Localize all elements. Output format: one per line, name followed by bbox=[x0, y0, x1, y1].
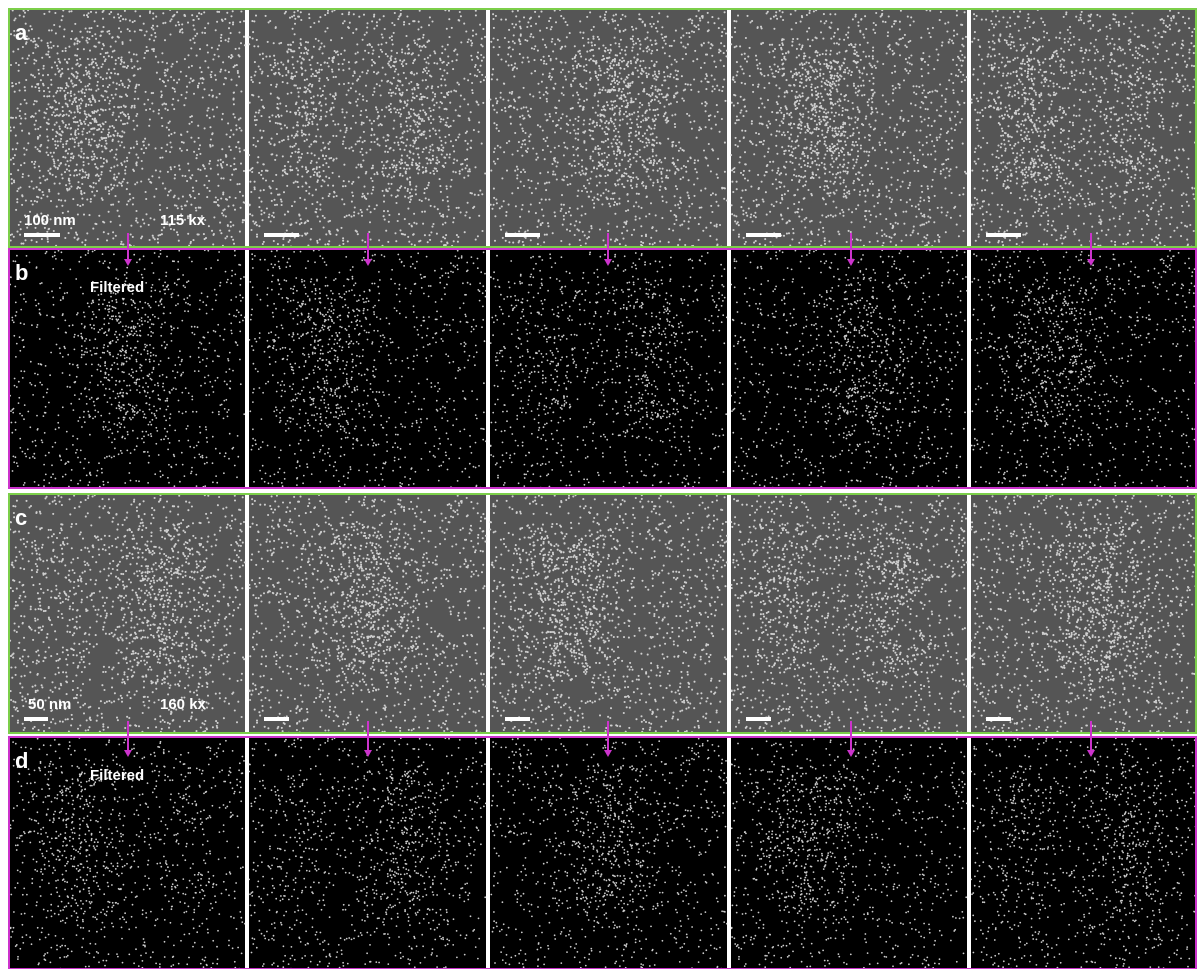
scale-bar bbox=[986, 233, 1021, 237]
panel-label: a bbox=[15, 20, 28, 45]
scale-bar bbox=[264, 717, 289, 721]
scale-bar bbox=[24, 233, 60, 237]
figure: a 100 nm 115 kx b Filtered c 50 nm 160 kx d Filte… bbox=[0, 0, 1197, 969]
filter-note: Filtered bbox=[90, 279, 144, 296]
scale-bar bbox=[264, 233, 299, 237]
filter-note: Filtered bbox=[90, 767, 144, 784]
scale-bar bbox=[505, 717, 530, 721]
magnification: 115 kx bbox=[160, 212, 206, 229]
magnification: 160 kx bbox=[160, 696, 207, 713]
scale-bar-label: 50 nm bbox=[28, 696, 71, 713]
scale-bar bbox=[986, 717, 1011, 721]
scale-bar-label: 100 nm bbox=[24, 212, 76, 229]
panel-label: d bbox=[15, 748, 28, 773]
scale-bar bbox=[746, 717, 771, 721]
panel-label: c bbox=[15, 505, 27, 530]
scale-bar bbox=[24, 717, 48, 721]
scale-bar bbox=[505, 233, 540, 237]
panel-label: b bbox=[15, 260, 28, 285]
scale-bar bbox=[746, 233, 781, 237]
